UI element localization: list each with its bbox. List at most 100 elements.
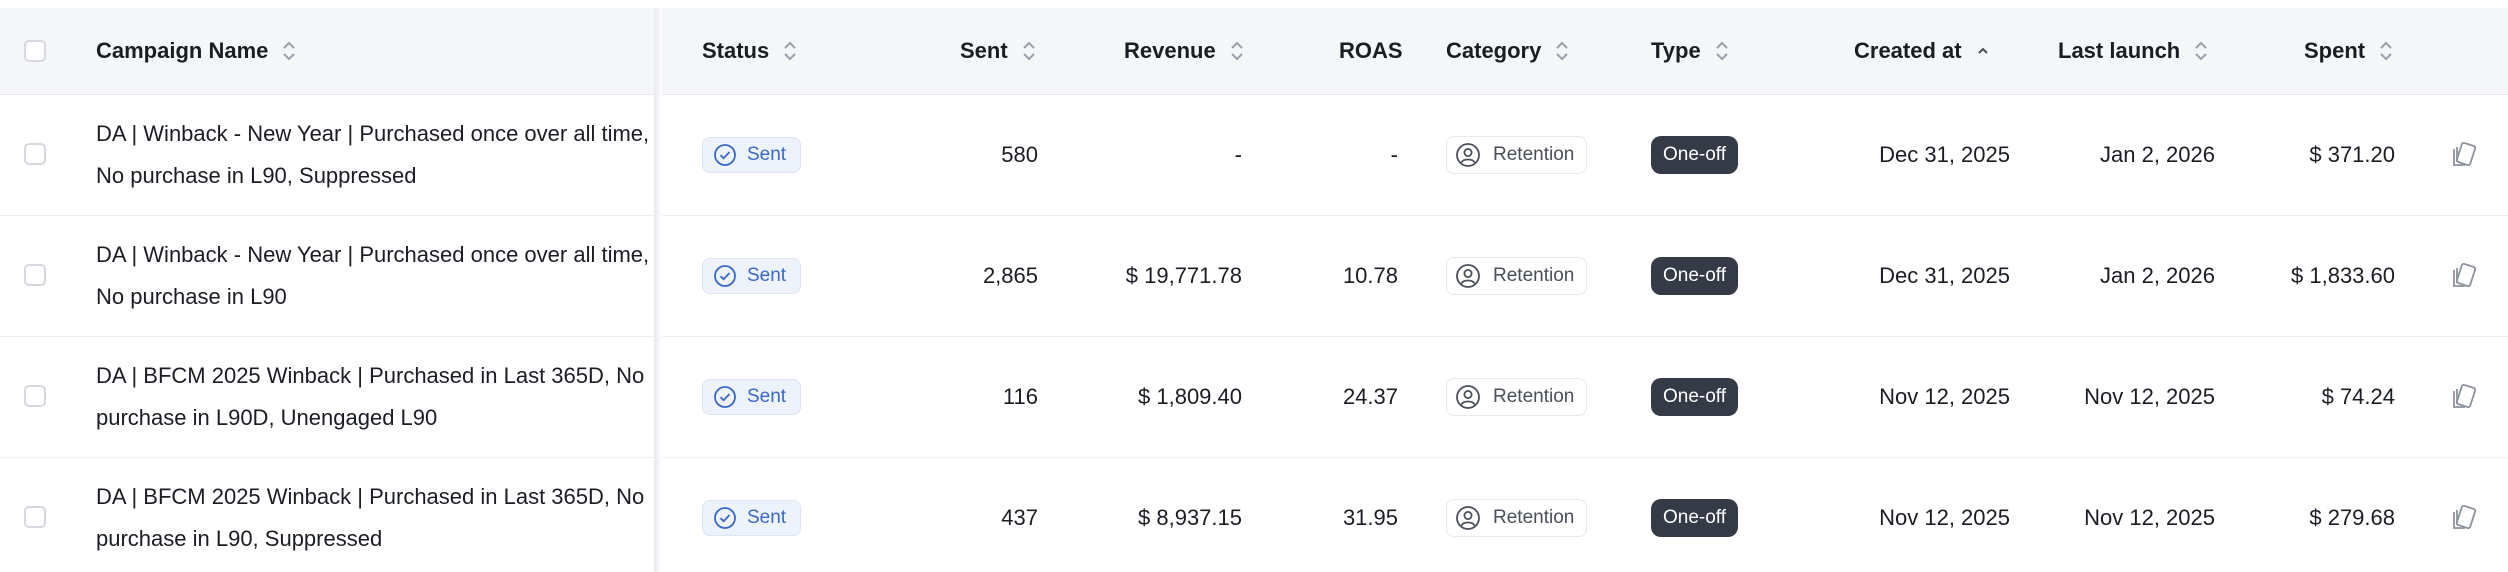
duplicate-icon[interactable] <box>2448 337 2478 457</box>
status-cell: Sent <box>702 216 802 336</box>
status-badge: Sent <box>702 137 802 173</box>
last-launch-value: Jan 2, 2026 <box>2100 142 2215 167</box>
check-circle-icon <box>714 144 736 166</box>
sort-icon[interactable] <box>2194 40 2208 62</box>
sort-icon[interactable] <box>1555 40 1569 62</box>
campaign-name[interactable]: DA | Winback - New Year | Purchased once… <box>96 242 650 309</box>
status-badge: Sent <box>702 258 802 294</box>
created-at-value: Dec 31, 2025 <box>1879 142 2010 167</box>
column-header-revenue[interactable]: Revenue <box>1124 8 1244 94</box>
type-badge: One-off <box>1651 499 1739 537</box>
column-header-label: Created at <box>1854 38 1962 63</box>
created-at-value: Nov 12, 2025 <box>1879 384 2010 409</box>
sort-icon[interactable] <box>2379 40 2393 62</box>
created-at-value: Dec 31, 2025 <box>1879 263 2010 288</box>
column-header-label: Category <box>1446 38 1542 63</box>
sort-icon[interactable] <box>783 40 797 62</box>
table-row[interactable]: DA | BFCM 2025 Winback | Purchased in La… <box>0 458 2508 572</box>
row-checkbox[interactable] <box>24 385 46 407</box>
category-badge: Retention <box>1446 136 1588 174</box>
category-label: Retention <box>1493 386 1575 407</box>
row-checkbox[interactable] <box>24 506 46 528</box>
revenue-value: $ 8,937.15 <box>1138 505 1242 530</box>
category-cell: Retention <box>1446 216 1588 336</box>
status-badge: Sent <box>702 379 802 415</box>
spent-value: $ 279.68 <box>2309 505 2395 530</box>
column-header-roas: ROAS <box>1339 8 1403 94</box>
category-cell: Retention <box>1446 95 1588 215</box>
status-cell: Sent <box>702 458 802 572</box>
column-header-label: Campaign Name <box>96 38 269 63</box>
check-circle-icon <box>714 507 736 529</box>
column-header-created-at[interactable]: Created at <box>1854 8 1990 94</box>
column-header-status[interactable]: Status <box>702 8 797 94</box>
select-all-checkbox[interactable] <box>24 40 46 62</box>
duplicate-icon[interactable] <box>2448 95 2478 215</box>
duplicate-icon[interactable] <box>2448 458 2478 572</box>
campaign-name[interactable]: DA | BFCM 2025 Winback | Purchased in La… <box>96 484 645 551</box>
duplicate-icon[interactable] <box>2448 216 2478 336</box>
type-cell: One-off <box>1651 337 1739 457</box>
column-header-category[interactable]: Category <box>1446 8 1569 94</box>
column-header-label: Sent <box>960 38 1008 63</box>
status-cell: Sent <box>702 337 802 457</box>
table-row[interactable]: DA | Winback - New Year | Purchased once… <box>0 95 2508 216</box>
user-circle-icon <box>1456 385 1480 409</box>
spent-value: $ 74.24 <box>2321 384 2395 409</box>
sent-value: 2,865 <box>982 263 1038 288</box>
column-header-label: ROAS <box>1339 38 1403 63</box>
sent-value: 580 <box>1001 142 1038 167</box>
type-badge: One-off <box>1651 257 1739 295</box>
column-header-spent[interactable]: Spent <box>2304 8 2393 94</box>
sent-value: 116 <box>1002 384 1038 409</box>
status-label: Sent <box>747 507 787 528</box>
roas-value: 10.78 <box>1342 263 1398 288</box>
table-row[interactable]: DA | BFCM 2025 Winback | Purchased in La… <box>0 337 2508 458</box>
sent-value: 437 <box>1001 505 1038 530</box>
column-header-label: Type <box>1651 38 1701 63</box>
category-badge: Retention <box>1446 257 1588 295</box>
column-header-sent[interactable]: Sent <box>960 8 1036 94</box>
revenue-value: $ 1,809.40 <box>1138 384 1242 409</box>
sort-icon[interactable] <box>1022 40 1036 62</box>
status-cell: Sent <box>702 95 802 215</box>
sort-icon[interactable] <box>1230 40 1244 62</box>
category-label: Retention <box>1493 265 1575 286</box>
category-cell: Retention <box>1446 337 1588 457</box>
status-label: Sent <box>747 265 787 286</box>
column-header-last-launch[interactable]: Last launch <box>2058 8 2208 94</box>
type-badge: One-off <box>1651 378 1739 416</box>
campaign-name[interactable]: DA | Winback - New Year | Purchased once… <box>96 121 650 188</box>
column-header-label: Spent <box>2304 38 2366 63</box>
status-label: Sent <box>747 386 787 407</box>
category-label: Retention <box>1493 144 1575 165</box>
row-checkbox[interactable] <box>24 143 46 165</box>
campaign-name[interactable]: DA | BFCM 2025 Winback | Purchased in La… <box>96 363 645 430</box>
table-row[interactable]: DA | Winback - New Year | Purchased once… <box>0 216 2508 337</box>
sort-icon[interactable] <box>282 40 296 62</box>
category-badge: Retention <box>1446 499 1588 537</box>
category-cell: Retention <box>1446 458 1588 572</box>
column-header-type[interactable]: Type <box>1651 8 1729 94</box>
status-label: Sent <box>747 144 787 165</box>
type-cell: One-off <box>1651 216 1739 336</box>
spent-value: $ 371.20 <box>2309 142 2395 167</box>
column-header-label: Status <box>702 38 770 63</box>
roas-value: 31.95 <box>1342 505 1398 530</box>
row-checkbox[interactable] <box>24 264 46 286</box>
last-launch-value: Jan 2, 2026 <box>2100 263 2215 288</box>
column-header-campaign-name[interactable]: Campaign Name <box>96 8 296 94</box>
type-badge: One-off <box>1651 136 1739 174</box>
chevron-up-icon[interactable] <box>1976 40 1990 62</box>
user-circle-icon <box>1456 506 1480 530</box>
created-at-value: Nov 12, 2025 <box>1879 505 2010 530</box>
last-launch-value: Nov 12, 2025 <box>2084 384 2215 409</box>
sort-icon[interactable] <box>1715 40 1729 62</box>
status-badge: Sent <box>702 500 802 536</box>
type-cell: One-off <box>1651 458 1739 572</box>
category-badge: Retention <box>1446 378 1588 416</box>
user-circle-icon <box>1456 143 1480 167</box>
category-label: Retention <box>1493 507 1575 528</box>
table-header: Campaign Name Status Sent Revenue ROAS <box>0 8 2508 95</box>
